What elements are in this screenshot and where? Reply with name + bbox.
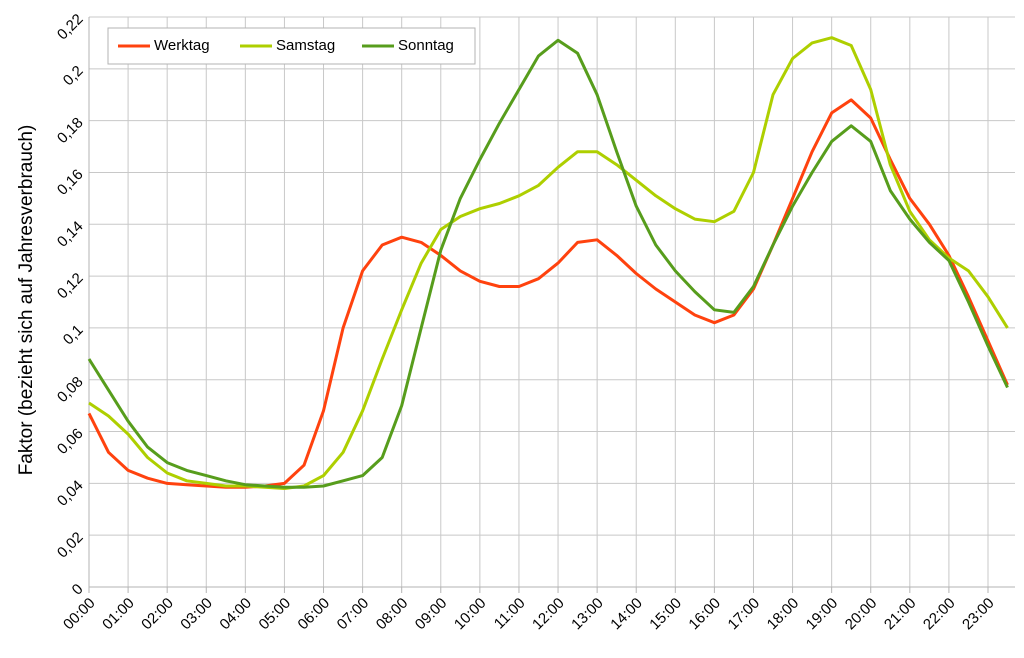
y-tick-label: 0,02 bbox=[54, 529, 87, 562]
y-tick-label: 0,1 bbox=[60, 322, 87, 349]
y-tick-label: 0,06 bbox=[54, 425, 87, 458]
x-tick-label: 01:00 bbox=[99, 595, 138, 634]
y-tick-label: 0,08 bbox=[54, 373, 87, 406]
x-tick-label: 06:00 bbox=[295, 595, 334, 634]
y-axis-title: Faktor (bezieht sich auf Jahresverbrauch… bbox=[16, 125, 37, 476]
series-line bbox=[87, 98, 1009, 489]
x-tick-label: 13:00 bbox=[568, 595, 607, 634]
x-tick-label: 19:00 bbox=[803, 595, 842, 634]
x-tick-label: 20:00 bbox=[842, 595, 881, 634]
x-tick-label: 18:00 bbox=[764, 595, 803, 634]
x-tick-label: 15:00 bbox=[646, 595, 685, 634]
x-tick-label: 16:00 bbox=[685, 595, 724, 634]
x-tick-label: 21:00 bbox=[881, 595, 920, 634]
x-tick-label: 22:00 bbox=[920, 595, 959, 634]
legend-label: Samstag bbox=[276, 37, 335, 54]
x-tick-label: 10:00 bbox=[451, 595, 490, 634]
y-tick-label: 0,18 bbox=[54, 114, 87, 147]
x-tick-label: 08:00 bbox=[373, 595, 412, 634]
x-tick-label: 03:00 bbox=[177, 595, 216, 634]
x-tick-label: 07:00 bbox=[334, 595, 373, 634]
legend-box bbox=[107, 27, 476, 65]
x-tick-label: 11:00 bbox=[491, 595, 529, 633]
x-tick-label: 02:00 bbox=[138, 595, 177, 634]
y-tick-label: 0,16 bbox=[54, 166, 87, 199]
y-tick-label: 0,12 bbox=[54, 270, 87, 303]
x-tick-label: 14:00 bbox=[607, 595, 646, 634]
x-tick-label: 23:00 bbox=[959, 595, 998, 634]
y-tick-label: 0,04 bbox=[54, 477, 87, 510]
y-tick-label: 0,14 bbox=[54, 218, 87, 251]
x-tick-label: 05:00 bbox=[255, 595, 294, 634]
legend-label: Werktag bbox=[154, 37, 210, 54]
x-tick-label: 17:00 bbox=[725, 595, 764, 634]
series-line bbox=[88, 36, 1009, 490]
y-tick-label: 0,22 bbox=[54, 11, 87, 44]
y-tick-label: 0 bbox=[69, 581, 87, 599]
x-tick-label: 00:00 bbox=[60, 595, 99, 634]
legend-label: Sonntag bbox=[398, 37, 454, 54]
x-tick-label: 04:00 bbox=[216, 595, 255, 634]
x-tick-label: 12:00 bbox=[529, 595, 568, 634]
series-line bbox=[87, 38, 1009, 489]
y-tick-label: 0,2 bbox=[60, 62, 87, 89]
x-tick-label: 09:00 bbox=[412, 595, 451, 634]
